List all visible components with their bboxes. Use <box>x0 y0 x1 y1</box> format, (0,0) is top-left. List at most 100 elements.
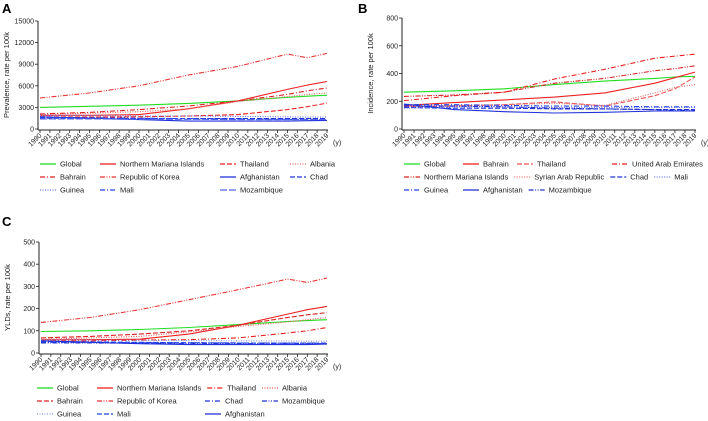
legend-label: Thailand <box>537 160 566 169</box>
series-line-thailand <box>403 76 696 108</box>
legend-item: Mozambique <box>528 186 592 195</box>
y-tick-label: 0 <box>30 127 34 134</box>
series-line-global <box>403 75 696 93</box>
legend-item: Northern Mariana Islands <box>404 173 508 182</box>
legend-label: Mozambique <box>549 186 592 195</box>
legend-item: Global <box>404 160 446 169</box>
series-line-global <box>39 94 328 108</box>
legend-item: Mozambique <box>262 397 325 406</box>
series-line-bahrain <box>403 71 696 106</box>
y-tick-label: 3000 <box>18 105 34 112</box>
legend-label: Guinea <box>60 186 85 195</box>
series-line-mali <box>40 340 327 344</box>
legend-item: Northern Mariana Islands <box>100 160 204 169</box>
series-line-afghanistan <box>403 103 695 114</box>
legend-item: Global <box>37 384 79 393</box>
legend-item: Republic of Korea <box>100 173 180 182</box>
legend-item: Mali <box>97 410 131 419</box>
legend-label: Bahrain <box>57 397 83 406</box>
series-line-syrian-arab-republic <box>403 84 696 107</box>
panel-C: C010020030040050019901991199219931994199… <box>2 214 341 419</box>
series-line-afghanistan <box>40 340 328 346</box>
legend-label: Mali <box>120 186 134 195</box>
legend-item: United Arab Emirates <box>612 160 703 169</box>
panel-label: B <box>358 1 367 16</box>
legend-item: Mali <box>654 173 688 182</box>
legend-label: Global <box>57 384 79 393</box>
legend-item: Albania <box>290 160 336 169</box>
legend-label: Republic of Korea <box>120 173 180 182</box>
legend-label: Northern Mariana Islands <box>424 173 508 182</box>
legend-item: Albania <box>262 384 308 393</box>
legend-label: Global <box>424 160 446 169</box>
x-unit-label: (y) <box>333 140 341 147</box>
legend-item: Afghanistan <box>463 186 523 195</box>
y-tick-label: 9000 <box>18 62 34 69</box>
panel-A: A030006000900012000150001990199119921993… <box>2 1 341 195</box>
y-axis-title: Prevalence, rate per 100k <box>2 32 11 118</box>
x-unit-label: (y) <box>333 364 341 371</box>
y-tick-label: 500 <box>23 240 35 247</box>
y-axis-title: Incidence, rate per 100k <box>366 33 375 114</box>
legend-item: Guinea <box>404 186 449 195</box>
legend-label: Bahrain <box>483 160 509 169</box>
legend-label: Mozambique <box>240 186 283 195</box>
x-unit-label: (y) <box>701 140 708 147</box>
legend-item: Afghanistan <box>205 410 265 419</box>
series-line-global <box>40 319 328 333</box>
legend-item: Syrian Arab Republic <box>514 173 605 182</box>
series-line-mozambique <box>404 105 695 111</box>
series-line-albania <box>40 316 328 340</box>
y-tick-label: 400 <box>23 262 35 269</box>
legend-label: Chad <box>225 397 243 406</box>
y-tick-label: 12000 <box>15 40 35 47</box>
legend-label: Bahrain <box>60 173 86 182</box>
y-tick-label: 200 <box>23 306 35 313</box>
series-line-republic-of-korea <box>40 277 328 323</box>
series-line-northern-mariana-islands <box>403 65 696 97</box>
legend-label: Mali <box>117 410 131 419</box>
series-line-guinea <box>40 339 327 342</box>
legend-label: Thailand <box>240 160 269 169</box>
series-line-northern-mariana-islands <box>41 305 328 341</box>
legend-item: Northern Mariana Islands <box>97 384 201 393</box>
series-line-bahrain <box>39 87 328 115</box>
y-tick-label: 0 <box>31 351 35 358</box>
legend-item: Chad <box>610 173 648 182</box>
y-tick-label: 800 <box>386 16 398 23</box>
panel-label: A <box>2 1 12 16</box>
y-tick-label: 300 <box>23 284 35 291</box>
legend-item: Afghanistan <box>220 173 280 182</box>
y-axis-title: YLDs, rate per 100k <box>3 264 12 331</box>
legend-label: Guinea <box>57 410 82 419</box>
legend-item: Mali <box>100 186 134 195</box>
legend-label: Chad <box>630 173 648 182</box>
legend-label: Global <box>60 160 82 169</box>
legend-item: Chad <box>205 397 243 406</box>
y-tick-label: 0 <box>394 127 398 134</box>
legend-label: Mozambique <box>282 397 325 406</box>
legend-label: Afghanistan <box>483 186 523 195</box>
series-line-guinea <box>39 114 327 118</box>
y-tick-label: 6000 <box>18 83 34 90</box>
legend-label: Northern Mariana Islands <box>117 384 201 393</box>
series-line-guinea <box>404 104 695 108</box>
legend-item: Republic of Korea <box>97 397 177 406</box>
series-line-republic-of-korea <box>39 52 328 99</box>
legend-item: Bahrain <box>463 160 509 169</box>
legend-item: Bahrain <box>37 397 83 406</box>
legend-label: United Arab Emirates <box>632 160 703 169</box>
panel-label: C <box>2 214 12 229</box>
series-line-bahrain <box>40 312 328 339</box>
series-line-northern-mariana-islands <box>40 80 328 116</box>
panel-B: B020040060080019901991199219931994199519… <box>358 1 708 195</box>
legend-item: Global <box>40 160 82 169</box>
legend-item: Guinea <box>37 410 82 419</box>
series-line-mozambique <box>40 118 327 121</box>
legend-label: Mali <box>674 173 688 182</box>
legend-label: Syrian Arab Republic <box>534 173 604 182</box>
legend-item: Thailand <box>207 384 256 393</box>
legend-item: Thailand <box>220 160 269 169</box>
y-tick-label: 200 <box>386 99 398 106</box>
